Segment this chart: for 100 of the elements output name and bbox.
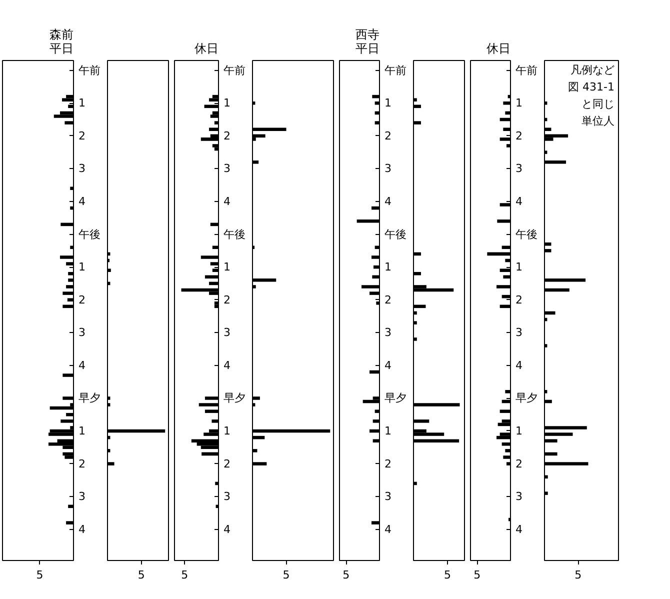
bar: [372, 256, 380, 259]
bar: [503, 456, 510, 459]
y-tick-label: 午後: [516, 228, 538, 241]
annotation: 単位人: [582, 114, 614, 128]
x-tick-label: 5: [282, 568, 290, 582]
bar: [374, 410, 380, 413]
bar: [356, 220, 380, 223]
bar: [181, 288, 218, 292]
bar: [60, 420, 74, 423]
bar: [502, 420, 510, 423]
bar: [62, 374, 74, 377]
bar: [252, 128, 286, 131]
y-tick-label: 3: [78, 326, 86, 340]
bar: [212, 246, 218, 250]
chart-title: 西寺平日: [356, 28, 380, 56]
x-tick-label: 5: [444, 568, 451, 582]
bar: [500, 410, 510, 413]
bar: [414, 288, 454, 292]
bar: [108, 268, 111, 272]
bar: [497, 220, 510, 223]
annotation: と同じ: [582, 98, 614, 110]
bar: [362, 285, 380, 288]
bar: [372, 521, 380, 524]
bar: [210, 114, 218, 118]
chart-title: 森前平日: [50, 28, 74, 56]
y-tick-label: 2: [78, 129, 86, 142]
y-tick-label: 2: [516, 129, 522, 142]
y-tick-label: 1: [384, 96, 392, 110]
y-tick-label: 4: [516, 194, 522, 208]
bar: [108, 429, 166, 433]
y-tick-label: 4: [78, 194, 86, 208]
y-tick-label: 4: [384, 194, 392, 208]
y-tick-label: 午後: [78, 228, 100, 241]
bar: [374, 246, 380, 250]
bar: [414, 98, 417, 102]
y-tick-label: 1: [224, 96, 230, 110]
bar: [214, 121, 218, 124]
y-tick-label: 1: [224, 260, 230, 274]
bar: [62, 292, 74, 295]
bar: [414, 432, 444, 436]
bar: [544, 439, 558, 442]
y-tick-label: 早夕: [224, 392, 246, 405]
y-tick-label: 4: [224, 358, 230, 372]
y-tick-label: 4: [78, 522, 86, 536]
y-tick-label: 1: [78, 424, 86, 438]
y-tick-label: 午前: [384, 64, 406, 77]
y-tick-label: 3: [224, 490, 230, 504]
y-tick-label: 早夕: [516, 392, 538, 405]
y-tick-label: 3: [224, 162, 230, 176]
y-tick-label: 1: [516, 260, 522, 274]
y-tick-label: 早夕: [384, 392, 406, 405]
bar: [414, 321, 417, 324]
y-tick-label: 4: [516, 522, 522, 536]
bar: [544, 249, 552, 252]
y-tick-label: 2: [224, 293, 230, 306]
y-tick-label: 3: [78, 490, 86, 504]
bar: [502, 246, 510, 250]
bar: [414, 439, 460, 442]
bar: [374, 121, 380, 124]
bar: [64, 456, 74, 459]
bar: [544, 160, 566, 164]
x-tick-label: 5: [138, 568, 145, 582]
bar: [370, 292, 380, 295]
y-tick-label: 4: [384, 522, 392, 536]
y-tick-label: 4: [516, 358, 522, 372]
bar: [414, 338, 417, 341]
bar: [64, 121, 74, 124]
bar: [68, 278, 74, 282]
chart-title: 休日: [486, 42, 510, 56]
bar: [68, 272, 74, 276]
y-tick-label: 2: [384, 457, 392, 470]
bar: [544, 128, 552, 131]
bar: [48, 442, 74, 446]
bar: [212, 144, 218, 148]
bar: [503, 128, 510, 131]
bar: [414, 121, 421, 124]
bar: [544, 432, 573, 436]
bar: [505, 449, 510, 452]
y-tick-label: 午後: [384, 228, 406, 241]
bar: [414, 272, 421, 276]
y-tick-label: 2: [224, 457, 230, 470]
bar: [198, 403, 218, 406]
y-tick-label: 2: [224, 129, 230, 142]
y-tick-label: 1: [224, 424, 230, 438]
x-tick-label: 5: [36, 568, 44, 582]
bar: [252, 160, 259, 164]
bar: [60, 256, 74, 259]
bar: [204, 410, 218, 413]
y-tick-label: 3: [516, 162, 522, 176]
bar: [544, 426, 587, 430]
bar: [506, 144, 510, 148]
bar: [252, 285, 256, 288]
y-tick-label: 午前: [224, 64, 246, 77]
y-tick-label: 4: [224, 522, 230, 536]
bar: [505, 390, 510, 394]
bar: [209, 128, 218, 131]
y-tick-label: 3: [516, 490, 522, 504]
y-tick-label: 1: [78, 260, 86, 274]
y-tick-label: 3: [384, 162, 392, 176]
bar: [252, 396, 260, 400]
